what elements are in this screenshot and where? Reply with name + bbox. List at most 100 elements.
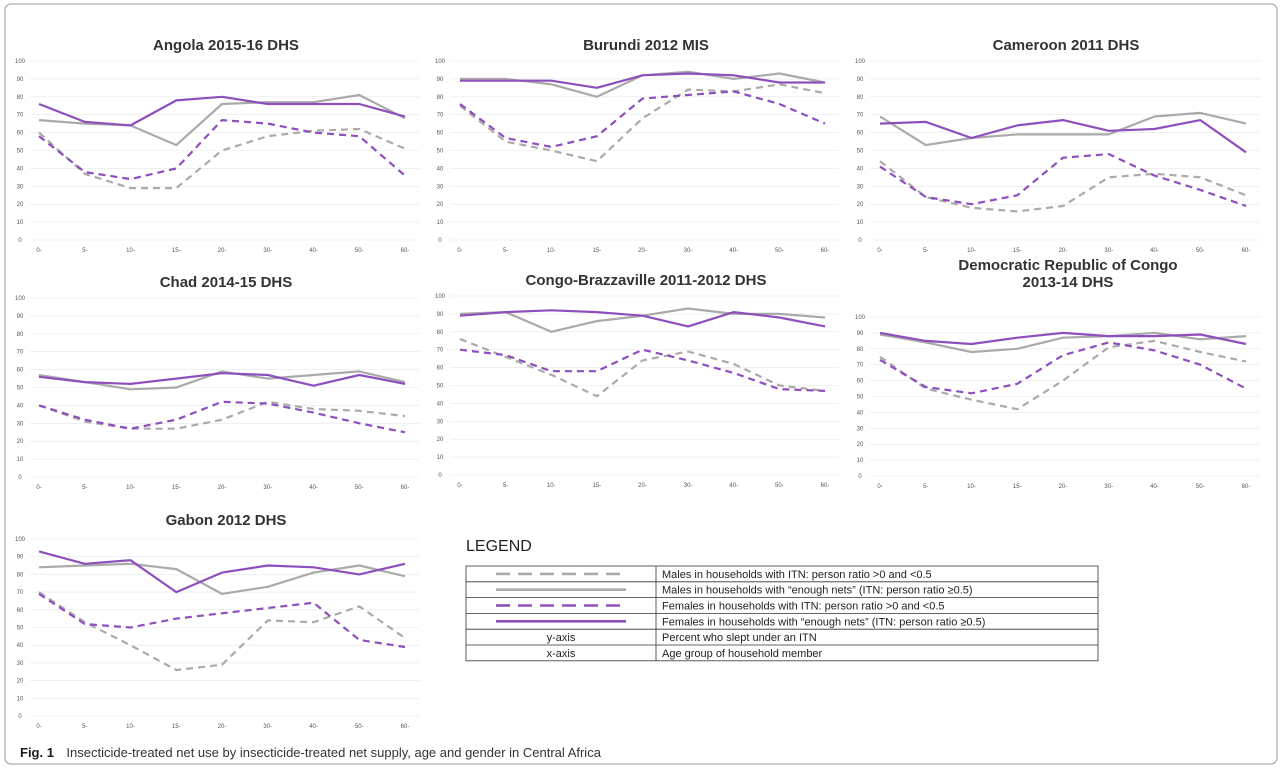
- y-tick-label: 30: [437, 419, 444, 425]
- series-line-female-low: [38, 592, 406, 649]
- y-tick-label: 80: [437, 330, 444, 336]
- y-tick-label: 30: [17, 421, 24, 427]
- y-tick-label: 90: [17, 77, 24, 83]
- x-tick-label: 15-: [1013, 484, 1022, 490]
- chart-title: 2013-14 DHS: [1023, 274, 1114, 291]
- y-tick-label: 100: [855, 59, 866, 65]
- series-line-male-enough: [38, 93, 406, 147]
- y-tick-label: 70: [857, 113, 864, 119]
- x-tick-label: 60-: [821, 483, 830, 489]
- x-tick-label: 50-: [775, 248, 784, 254]
- series-line-female-low: [879, 341, 1247, 395]
- y-tick-label: 60: [17, 608, 24, 614]
- y-tick-label: 10: [17, 220, 24, 226]
- x-tick-label: 10-: [547, 483, 556, 489]
- chart-title: Congo-Brazzaville 2011-2012 DHS: [526, 272, 767, 289]
- chart-panel-1: Angola 2015-16 DHS 0 10 20 30 40 50 60 70 80 90 100…: [15, 37, 419, 254]
- x-tick-label: 60-: [401, 248, 410, 254]
- x-tick-label: 40-: [729, 248, 738, 254]
- y-tick-label: 70: [17, 590, 24, 596]
- y-tick-label: 60: [857, 379, 864, 385]
- y-tick-label: 10: [437, 455, 444, 461]
- y-tick-label: 50: [17, 149, 24, 155]
- y-tick-label: 10: [437, 220, 444, 226]
- series-line-female-enough: [460, 72, 825, 89]
- x-tick-label: 15-: [593, 248, 602, 254]
- y-tick-label: 40: [857, 166, 864, 172]
- x-tick-label: 50-: [775, 483, 784, 489]
- y-tick-label: 90: [437, 312, 444, 318]
- legend-entry-text: Males in households with “enough nets” (…: [662, 585, 973, 597]
- x-tick-label: 30-: [684, 248, 693, 254]
- y-tick-label: 100: [435, 59, 446, 65]
- figure-border: [4, 3, 1278, 765]
- chart-title: Chad 2014-15 DHS: [160, 274, 293, 291]
- series-line-female-enough: [879, 331, 1247, 346]
- y-tick-label: 80: [17, 332, 24, 338]
- chart-title: Democratic Republic of Congo: [958, 257, 1177, 274]
- series-line-female-enough: [38, 372, 406, 387]
- x-tick-label: 30-: [1104, 248, 1113, 254]
- series-line-female-enough: [38, 550, 406, 594]
- y-tick-label: 20: [857, 202, 864, 208]
- legend-entry-text: Females in households with “enough nets”…: [662, 616, 985, 628]
- chart-title: Cameroon 2011 DHS: [993, 37, 1140, 54]
- legend-entry-text: Age group of household member: [662, 648, 823, 660]
- legend-axis-label: y-axis: [547, 632, 576, 644]
- series-line-female-enough: [459, 309, 826, 328]
- x-tick-label: 0-: [457, 248, 462, 254]
- series-line-male-enough: [38, 370, 406, 391]
- x-tick-label: 0-: [457, 483, 462, 489]
- svg-text:Fig. 1 Insecticide-treat: Fig. 1 Insecticide-treated net use by in…: [20, 744, 602, 761]
- chart-panel-7: Gabon 2012 DHS 0 10 20 30 40 50 60 70 80 90 100 0- 5-…: [15, 512, 419, 730]
- chart-panel-2: Burundi 2012 MIS 0 10 20 30 40 50 60 70 80 90 100 0-…: [435, 37, 839, 254]
- y-tick-label: 0: [858, 238, 862, 244]
- x-tick-label: 10-: [967, 484, 976, 490]
- y-tick-label: 40: [437, 166, 444, 172]
- x-tick-label: 0-: [36, 485, 41, 491]
- x-tick-label: 15-: [172, 724, 181, 730]
- series-line-female-low: [879, 153, 1247, 208]
- caption-label: Fig. 1: [20, 745, 54, 760]
- x-tick-label: 40-: [1150, 484, 1159, 490]
- y-tick-label: 30: [857, 184, 864, 190]
- x-tick-label: 15-: [1013, 248, 1022, 254]
- x-tick-label: 20-: [638, 248, 647, 254]
- y-tick-label: 50: [857, 149, 864, 155]
- y-tick-label: 70: [857, 363, 864, 369]
- y-tick-label: 40: [17, 643, 24, 649]
- y-tick-label: 70: [437, 348, 444, 354]
- legend-entry-text: Percent who slept under an ITN: [662, 632, 817, 644]
- x-tick-label: 20-: [638, 483, 647, 489]
- y-tick-label: 40: [17, 166, 24, 172]
- y-tick-label: 100: [15, 59, 26, 65]
- x-tick-label: 60-: [401, 724, 410, 730]
- y-tick-label: 30: [17, 184, 24, 190]
- x-tick-label: 60-: [401, 485, 410, 491]
- x-tick-label: 40-: [729, 483, 738, 489]
- x-tick-label: 10-: [126, 485, 135, 491]
- x-tick-label: 50-: [355, 248, 364, 254]
- chart-panels: Angola 2015-16 DHS0102030405060708090100…: [15, 37, 1260, 730]
- x-tick-label: 0-: [36, 248, 41, 254]
- x-tick-label: 20-: [218, 248, 227, 254]
- y-tick-label: 100: [855, 315, 866, 321]
- x-tick-label: 30-: [263, 485, 272, 491]
- y-tick-label: 60: [437, 366, 444, 372]
- x-tick-label: 5-: [503, 483, 508, 489]
- figure-caption: Fig. 1 Insecticide-treated net use by in…: [20, 744, 602, 761]
- y-tick-label: 70: [437, 113, 444, 119]
- x-tick-label: 30-: [1104, 484, 1113, 490]
- series-line-male-low: [38, 400, 406, 430]
- legend-entry-text: Males in households with ITN: person rat…: [662, 569, 932, 581]
- y-tick-label: 20: [437, 202, 444, 208]
- y-tick-label: 40: [857, 410, 864, 416]
- chart-title: Angola 2015-16 DHS: [153, 37, 299, 54]
- y-tick-label: 30: [857, 426, 864, 432]
- y-tick-label: 90: [17, 555, 24, 561]
- series-line-male-low: [459, 337, 826, 398]
- y-tick-label: 50: [437, 384, 444, 390]
- y-tick-label: 40: [437, 401, 444, 407]
- legend-title: LEGEND: [466, 538, 532, 555]
